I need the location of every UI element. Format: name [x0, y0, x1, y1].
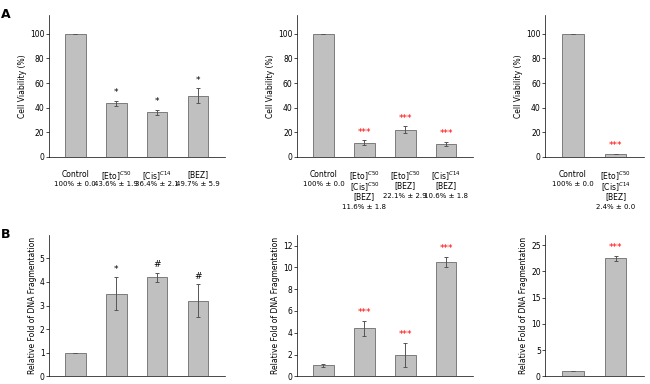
Text: 10.6% ± 1.8: 10.6% ± 1.8 — [424, 193, 468, 199]
Text: Control: Control — [309, 170, 337, 179]
Text: [BEZ]: [BEZ] — [354, 193, 375, 202]
Text: *: * — [155, 97, 159, 106]
Text: [Cis]$^{C50}$: [Cis]$^{C50}$ — [350, 181, 379, 194]
Bar — [147, 112, 168, 157]
Text: 36.4% ± 2.1: 36.4% ± 2.1 — [135, 181, 179, 187]
Bar — [562, 34, 584, 157]
Bar — [436, 262, 456, 376]
Text: 100% ± 0.0: 100% ± 0.0 — [552, 181, 593, 187]
Text: 2.4% ± 0.0: 2.4% ± 0.0 — [596, 204, 635, 210]
Text: [Eto]$^{C50}$: [Eto]$^{C50}$ — [101, 170, 132, 183]
Text: B: B — [1, 228, 11, 241]
Text: [Cis]$^{C14}$: [Cis]$^{C14}$ — [432, 170, 461, 183]
Text: ***: *** — [609, 243, 623, 252]
Text: #: # — [194, 272, 202, 281]
Bar — [605, 258, 627, 376]
Text: [BEZ]: [BEZ] — [605, 193, 626, 202]
Text: *: * — [114, 88, 118, 98]
Bar — [147, 277, 168, 376]
Y-axis label: Relative Fold of DNA Fragmentation: Relative Fold of DNA Fragmentation — [519, 237, 528, 374]
Bar — [106, 103, 127, 157]
Text: 49.7% ± 5.9: 49.7% ± 5.9 — [176, 181, 220, 187]
Text: 22.1% ± 2.9: 22.1% ± 2.9 — [384, 193, 427, 199]
Text: Control: Control — [61, 170, 89, 179]
Text: [Eto]$^{C50}$: [Eto]$^{C50}$ — [600, 170, 631, 183]
Text: ***: *** — [358, 128, 371, 137]
Text: A: A — [1, 8, 11, 21]
Text: [BEZ]: [BEZ] — [188, 170, 209, 179]
Text: *: * — [114, 265, 118, 274]
Text: 100% ± 0.0: 100% ± 0.0 — [302, 181, 344, 187]
Bar — [65, 353, 86, 376]
Text: [Cis]$^{C14}$: [Cis]$^{C14}$ — [601, 181, 630, 194]
Text: [BEZ]: [BEZ] — [436, 181, 457, 190]
Text: *: * — [196, 76, 200, 85]
Text: ***: *** — [609, 141, 623, 151]
Bar — [605, 154, 627, 157]
Y-axis label: Cell Viability (%): Cell Viability (%) — [266, 54, 276, 118]
Y-axis label: Relative Fold of DNA Fragmentation: Relative Fold of DNA Fragmentation — [271, 237, 280, 374]
Text: [Eto]$^{C50}$: [Eto]$^{C50}$ — [349, 170, 380, 183]
Bar — [106, 294, 127, 376]
Text: ***: *** — [439, 129, 453, 138]
Bar — [354, 328, 374, 376]
Text: Control: Control — [559, 170, 587, 179]
Bar — [313, 366, 333, 376]
Y-axis label: Cell Viability (%): Cell Viability (%) — [515, 54, 523, 118]
Text: 11.6% ± 1.8: 11.6% ± 1.8 — [343, 204, 386, 210]
Y-axis label: Cell Viability (%): Cell Viability (%) — [18, 54, 27, 118]
Text: 100% ± 0.0: 100% ± 0.0 — [55, 181, 96, 187]
Text: [Cis]$^{C14}$: [Cis]$^{C14}$ — [142, 170, 172, 183]
Text: ***: *** — [398, 330, 412, 339]
Bar — [354, 142, 374, 157]
Bar — [436, 144, 456, 157]
Bar — [188, 96, 209, 157]
Text: ***: *** — [439, 244, 453, 253]
Text: [Eto]$^{C50}$: [Eto]$^{C50}$ — [390, 170, 421, 183]
Text: #: # — [153, 260, 161, 269]
Bar — [395, 354, 415, 376]
Bar — [188, 301, 209, 376]
Bar — [395, 130, 415, 157]
Bar — [562, 371, 584, 376]
Bar — [313, 34, 333, 157]
Text: 43.6% ± 1.9: 43.6% ± 1.9 — [94, 181, 138, 187]
Text: ***: *** — [358, 308, 371, 317]
Text: [BEZ]: [BEZ] — [395, 181, 416, 190]
Bar — [65, 34, 86, 157]
Text: ***: *** — [398, 114, 412, 122]
Y-axis label: Relative Fold of DNA Fragmentation: Relative Fold of DNA Fragmentation — [28, 237, 37, 374]
